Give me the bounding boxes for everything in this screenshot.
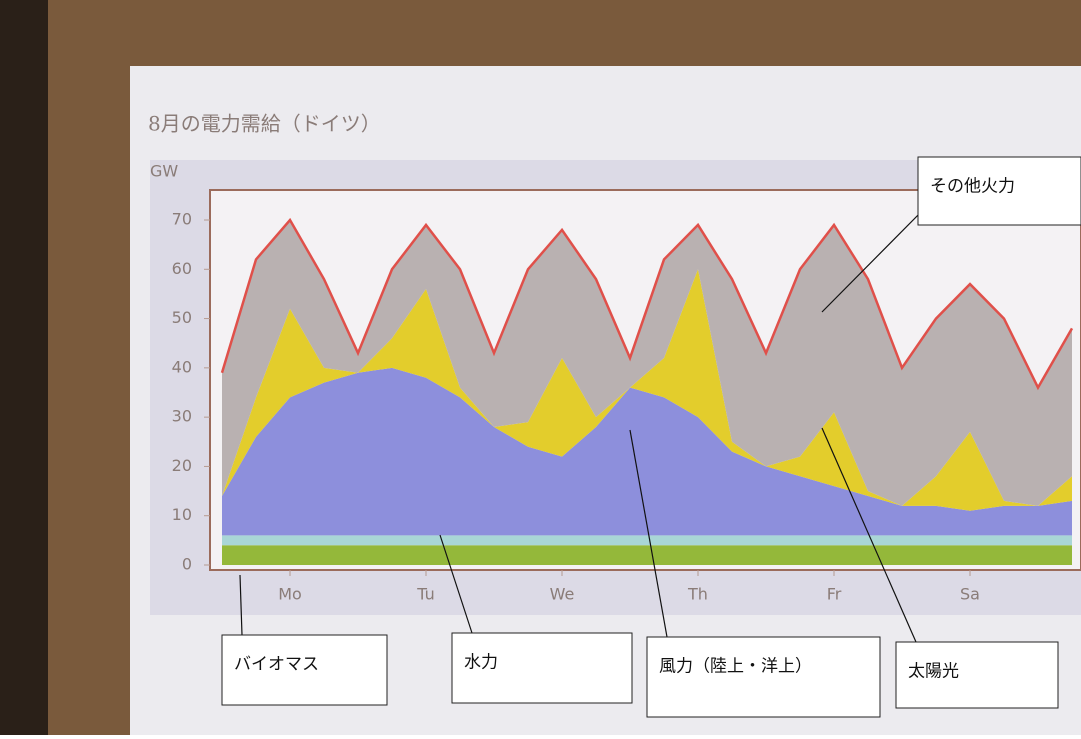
x-tick-label: Th: [687, 585, 708, 604]
y-tick-label: 0: [182, 555, 192, 574]
callout-label: 風力（陸上・洋上）: [659, 657, 812, 677]
callout-label: その他火力: [930, 177, 1015, 197]
y-axis-label: GW: [150, 162, 178, 181]
chart: 8月の電力需給（ドイツ） GW 0 10 20 30 40 50 60 70 Mo Tu We Th F…: [0, 0, 1081, 735]
chart-title: 8月の電力需給（ドイツ）: [148, 112, 381, 136]
x-tick-label: Sa: [960, 585, 980, 604]
y-tick-label: 30: [172, 407, 192, 426]
x-tick-label: Mo: [278, 585, 302, 604]
y-tick-label: 70: [172, 210, 192, 229]
y-tick-label: 10: [172, 505, 192, 524]
callout-label: バイオマス: [234, 655, 319, 675]
y-tick-label: 20: [172, 456, 192, 475]
callout-box: [647, 637, 880, 717]
callout-label: 水力: [464, 653, 498, 673]
callout-label: 太陽光: [908, 662, 959, 682]
area: [222, 535, 1072, 545]
area: [222, 545, 1072, 565]
x-tick-label: We: [550, 585, 575, 604]
x-tick-label: Tu: [416, 585, 434, 604]
y-tick-label: 60: [172, 259, 192, 278]
x-tick-label: Fr: [827, 585, 842, 604]
photo-edge: [0, 0, 48, 735]
y-tick-label: 40: [172, 357, 192, 376]
y-tick-label: 50: [172, 308, 192, 327]
